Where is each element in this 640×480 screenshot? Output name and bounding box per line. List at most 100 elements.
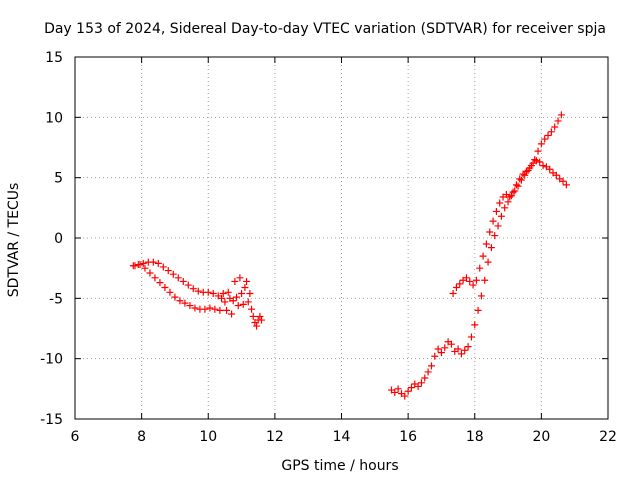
data-point (537, 140, 545, 148)
data-point (206, 304, 214, 312)
y-tick-label: -15 (40, 412, 63, 428)
data-point (241, 283, 249, 291)
data-point (136, 261, 144, 269)
data-point (141, 264, 149, 272)
data-point (539, 162, 547, 170)
data-point (551, 123, 559, 131)
data-point (477, 292, 485, 300)
data-point (239, 300, 247, 308)
data-point (184, 281, 192, 289)
x-tick-label: 12 (266, 429, 284, 445)
y-tick-label: -5 (49, 291, 63, 307)
data-point (479, 252, 487, 260)
data-point (464, 343, 472, 351)
data-point (434, 345, 442, 353)
data-point (532, 157, 540, 165)
data-point (491, 232, 499, 240)
data-point (201, 305, 209, 313)
data-point (221, 298, 229, 306)
data-point (476, 264, 484, 272)
data-point (456, 280, 464, 288)
y-tick-label: -10 (40, 352, 63, 368)
x-tick-label: 14 (333, 429, 351, 445)
chart-title: Day 153 of 2024, Sidereal Day-to-day VTE… (44, 21, 606, 37)
data-point (243, 277, 251, 285)
x-tick-label: 16 (399, 429, 417, 445)
data-point (244, 298, 252, 306)
data-point (441, 344, 449, 352)
data-point (417, 379, 425, 387)
data-point (469, 281, 477, 289)
data-point (191, 304, 199, 312)
data-point (236, 274, 244, 282)
data-point (414, 382, 422, 390)
data-point (224, 288, 232, 296)
data-point (486, 228, 494, 236)
data-point (427, 362, 435, 370)
data-point (179, 277, 187, 285)
data-point (546, 165, 554, 173)
data-point (216, 306, 224, 314)
data-point (394, 385, 402, 393)
data-point (149, 258, 157, 266)
data-point (557, 111, 565, 119)
series-morning-upper (129, 258, 222, 300)
data-point (401, 392, 409, 400)
data-point (536, 158, 544, 166)
data-point (511, 187, 519, 195)
y-tick-label: 15 (45, 50, 63, 66)
data-layer (129, 111, 570, 400)
data-point (514, 182, 522, 190)
data-point (492, 207, 500, 215)
data-point (559, 177, 567, 185)
data-point (472, 276, 480, 284)
data-point (161, 283, 169, 291)
data-point (219, 290, 227, 298)
y-tick-label: 0 (54, 231, 63, 247)
data-point (489, 217, 497, 225)
data-point (467, 333, 475, 341)
data-point (171, 293, 179, 301)
data-point (474, 306, 482, 314)
data-point (421, 374, 429, 382)
data-point (521, 171, 529, 179)
data-point (194, 287, 202, 295)
y-tick-label: 5 (54, 171, 63, 187)
data-point (562, 181, 570, 189)
data-point (139, 259, 147, 267)
data-point (449, 290, 457, 298)
data-point (454, 345, 462, 353)
data-point (461, 346, 469, 354)
data-point (256, 312, 264, 320)
data-point (447, 340, 455, 348)
data-point (186, 302, 194, 310)
x-tick-label: 10 (199, 429, 217, 445)
data-point (249, 312, 257, 320)
data-point (481, 276, 489, 284)
data-point (404, 387, 412, 395)
data-point (457, 350, 465, 358)
tick-layer: 6 8 10 12 14 16 18 20 22 -15 -10 -5 0 5 10 15 (40, 50, 617, 445)
data-point (391, 388, 399, 396)
data-point (154, 259, 162, 267)
data-point (452, 283, 460, 291)
data-point (462, 274, 470, 282)
data-point (181, 299, 189, 307)
data-point (253, 322, 261, 330)
data-point (512, 181, 520, 189)
data-point (169, 270, 177, 278)
series-afternoon-branch (449, 157, 570, 298)
data-point (234, 302, 242, 310)
x-axis-label: GPS time / hours (281, 458, 398, 474)
data-point (526, 164, 534, 172)
data-point (159, 263, 167, 271)
data-point (407, 384, 415, 392)
data-point (211, 305, 219, 313)
data-point (229, 297, 237, 305)
data-point (246, 290, 254, 298)
data-point (176, 297, 184, 305)
data-point (517, 176, 525, 184)
data-point (487, 244, 495, 252)
